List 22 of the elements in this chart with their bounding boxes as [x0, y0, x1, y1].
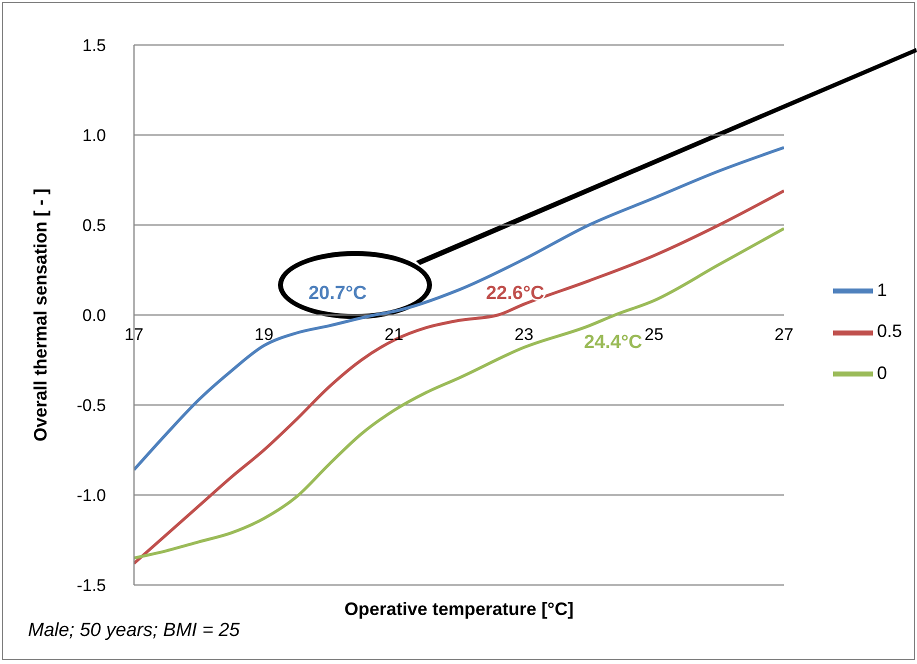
legend-label: 0.5 — [876, 321, 902, 342]
x-tick-label: 23 — [514, 325, 534, 344]
annotation: 20.7°C — [308, 283, 368, 304]
x-tick-label: 17 — [124, 325, 144, 344]
x-tick-label: 27 — [774, 325, 794, 344]
annotation: 24.4°C — [584, 332, 643, 353]
legend-label: 0 — [876, 362, 887, 383]
y-tick-label: 0.5 — [82, 216, 106, 236]
y-tick-label: -1.5 — [76, 576, 106, 596]
x-tick-label: 19 — [254, 325, 274, 344]
y-tick-label: -1.0 — [76, 486, 106, 506]
x-tick-label: 25 — [644, 325, 664, 344]
text: Male; 50 years; BMI = 25 — [28, 620, 240, 642]
x-axis-title: Operative temperature [°C] — [344, 599, 574, 619]
y-tick-label: 0.0 — [82, 306, 106, 326]
y-tick-label: -0.5 — [76, 396, 106, 416]
x-tick-label: 21 — [384, 325, 404, 344]
y-tick-label: 1.5 — [82, 36, 106, 56]
y-axis-title: Overall thermal sensation [ - ] — [30, 188, 50, 442]
legend-label: 1 — [876, 280, 887, 300]
y-tick-label: 1.0 — [82, 126, 106, 146]
annotation: 22.6°C — [486, 283, 545, 304]
